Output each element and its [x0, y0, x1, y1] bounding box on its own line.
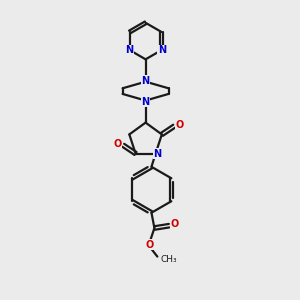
Text: CH₃: CH₃	[161, 255, 178, 264]
Text: O: O	[171, 219, 179, 229]
Text: O: O	[176, 120, 184, 130]
Text: N: N	[142, 76, 150, 85]
Text: N: N	[142, 97, 150, 107]
Text: O: O	[145, 240, 154, 250]
Text: N: N	[158, 45, 166, 55]
Text: N: N	[154, 148, 162, 158]
Text: N: N	[125, 45, 133, 55]
Text: O: O	[114, 139, 122, 149]
